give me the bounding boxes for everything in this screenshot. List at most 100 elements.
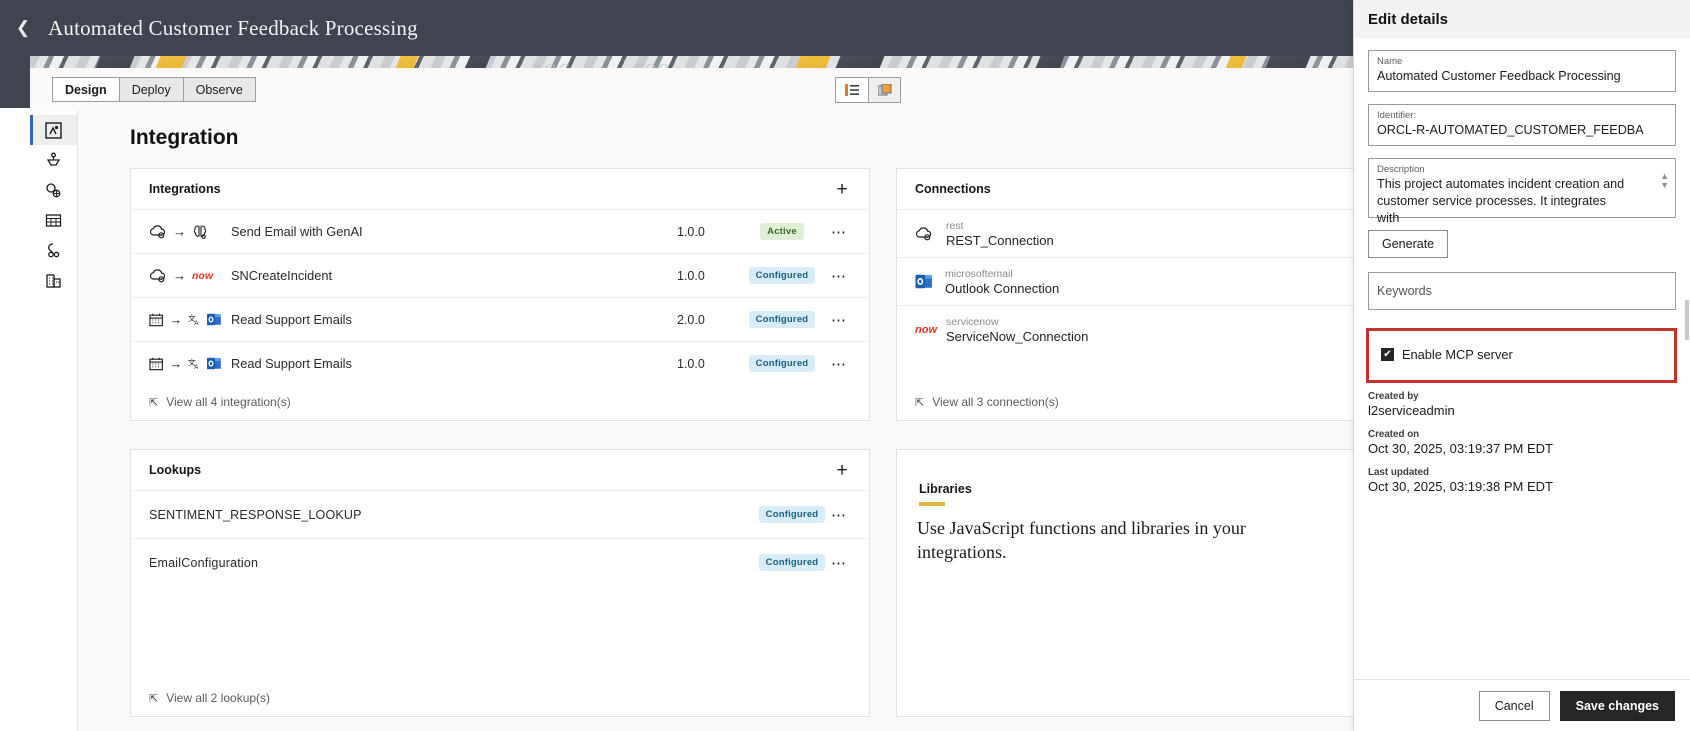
created-by-block: Created by l2serviceadmin xyxy=(1368,391,1676,418)
keywords-field-label: Keywords xyxy=(1377,283,1432,298)
view-all-integrations-link[interactable]: ⇱ View all 4 integration(s) xyxy=(131,385,869,419)
list-item[interactable]: now servicenow ServiceNow_Connection xyxy=(897,305,1635,353)
row-icons: → 文 A xyxy=(149,356,221,371)
sidebar-item-library[interactable] xyxy=(30,235,77,265)
rest-cloud-icon xyxy=(149,225,166,239)
status-badge: Configured xyxy=(758,506,826,523)
connections-card-title: Connections xyxy=(915,182,991,196)
libraries-accent-rule xyxy=(919,502,945,506)
drawer-title: Edit details xyxy=(1368,10,1449,28)
expand-icon: ⇱ xyxy=(149,396,159,409)
tab-observe[interactable]: Observe xyxy=(183,77,256,102)
identifier-field-label: Identifier: xyxy=(1377,110,1417,121)
description-field-label: Description xyxy=(1377,164,1425,175)
connection-type: microsoftemail xyxy=(945,267,1013,280)
name-field[interactable]: Name Automated Customer Feedback Process… xyxy=(1368,50,1676,92)
outlook-icon xyxy=(206,313,221,326)
connection-type: rest xyxy=(946,219,964,232)
generate-button[interactable]: Generate xyxy=(1368,230,1449,258)
view-toggle-group xyxy=(835,77,901,103)
schedule-calendar-icon xyxy=(149,357,163,371)
view-all-connections-link[interactable]: ⇱ View all 3 connection(s) xyxy=(897,385,1635,419)
status-badge: Configured xyxy=(748,267,816,284)
sidebar-item-project[interactable] xyxy=(30,115,77,145)
plus-icon[interactable]: + xyxy=(836,459,848,481)
card-view-icon[interactable] xyxy=(868,78,900,102)
servicenow-now-icon: now xyxy=(192,269,213,282)
last-updated-label: Last updated xyxy=(1368,467,1429,478)
list-view-icon[interactable] xyxy=(836,78,868,102)
kebab-menu-icon[interactable]: ⋯ xyxy=(831,506,847,524)
enable-mcp-server-highlight: ✔ Enable MCP server xyxy=(1366,328,1677,383)
enable-mcp-server-checkbox[interactable]: ✔ xyxy=(1381,348,1394,361)
libraries-card-title: Libraries xyxy=(919,482,972,496)
integrations-card: Integrations + → Se xyxy=(130,168,870,421)
sidebar-item-lookup[interactable] xyxy=(30,205,77,235)
status-badge: Configured xyxy=(758,554,826,571)
save-changes-button[interactable]: Save changes xyxy=(1559,690,1675,721)
plus-icon[interactable]: + xyxy=(836,178,848,200)
schedule-calendar-icon xyxy=(149,313,163,327)
description-field[interactable]: Description This project automates incid… xyxy=(1368,158,1676,225)
connection-name: Outlook Connection xyxy=(945,280,1060,296)
expand-icon: ⇱ xyxy=(915,396,925,409)
lookup-name: EmailConfiguration xyxy=(149,555,259,570)
left-icon-rail xyxy=(30,111,78,731)
table-row[interactable]: EmailConfiguration Configured ⋯ xyxy=(131,538,869,586)
resize-spinner-icon[interactable]: ▲ ▼ xyxy=(1660,171,1669,190)
identifier-field-value: ORCL-R-AUTOMATED_CUSTOMER_FEEDBA xyxy=(1377,123,1644,137)
list-item[interactable]: rest REST_Connection xyxy=(897,209,1635,257)
lookup-name: SENTIMENT_RESPONSE_LOOKUP xyxy=(149,507,362,522)
arrow-right-icon: → xyxy=(169,312,183,327)
status-badge: Configured xyxy=(748,355,816,372)
sidebar-item-agent[interactable] xyxy=(30,265,77,295)
connection-name: ServiceNow_Connection xyxy=(946,328,1089,344)
rest-cloud-icon xyxy=(149,269,166,283)
lookups-card-header: Lookups + xyxy=(131,450,869,490)
keywords-field[interactable]: Keywords xyxy=(1368,272,1676,310)
servicenow-now-icon: now xyxy=(915,323,937,336)
table-row[interactable]: → 文 A Read Support Emails 1.0.0 Co xyxy=(131,341,869,385)
sidebar-item-integration[interactable] xyxy=(30,145,77,175)
status-badge: Configured xyxy=(748,311,816,328)
drawer-body: Name Automated Customer Feedback Process… xyxy=(1354,38,1690,689)
svg-text:A: A xyxy=(194,364,199,371)
cancel-button[interactable]: Cancel xyxy=(1478,690,1550,721)
created-on-label: Created on xyxy=(1368,429,1420,440)
outlook-icon xyxy=(915,274,932,289)
sidebar-item-connection[interactable] xyxy=(30,175,77,205)
expand-icon: ⇱ xyxy=(149,692,159,705)
integration-name: Read Support Emails xyxy=(231,312,352,327)
list-item[interactable]: microsoftemail Outlook Connection xyxy=(897,257,1635,305)
kebab-menu-icon[interactable]: ⋯ xyxy=(831,311,847,329)
table-row[interactable]: SENTIMENT_RESPONSE_LOOKUP Configured ⋯ xyxy=(131,490,869,538)
integration-version: 2.0.0 xyxy=(677,312,705,327)
tab-deploy[interactable]: Deploy xyxy=(119,77,184,102)
svg-text:A: A xyxy=(194,320,199,327)
table-row[interactable]: → now SNCreateIncident 1.0.0 Configured … xyxy=(131,253,869,297)
kebab-menu-icon[interactable]: ⋯ xyxy=(831,223,847,241)
name-field-value: Automated Customer Feedback Processing xyxy=(1377,69,1621,83)
integration-name: Send Email with GenAI xyxy=(231,224,363,239)
table-row[interactable]: → Send Email with GenAI 1.0.0 Active ⋯ xyxy=(131,209,869,253)
status-badge: Active xyxy=(760,223,804,240)
chevron-left-icon[interactable]: ❮ xyxy=(15,18,31,37)
integration-version: 1.0.0 xyxy=(677,356,705,371)
kebab-menu-icon[interactable]: ⋯ xyxy=(831,355,847,373)
translate-icon: 文 A xyxy=(188,313,199,327)
view-all-lookups-link[interactable]: ⇱ View all 2 lookup(s) xyxy=(131,681,869,715)
view-all-label: View all 2 lookup(s) xyxy=(166,691,271,705)
drawer-header: Edit details xyxy=(1354,0,1690,38)
libraries-copy: Use JavaScript functions and libraries i… xyxy=(917,518,1246,563)
edit-details-drawer: Edit details Name Automated Customer Fee… xyxy=(1353,0,1690,731)
kebab-menu-icon[interactable]: ⋯ xyxy=(831,267,847,285)
tab-design[interactable]: Design xyxy=(52,77,120,102)
drawer-scrollbar[interactable] xyxy=(1685,300,1689,340)
kebab-menu-icon[interactable]: ⋯ xyxy=(831,554,847,572)
name-field-label: Name xyxy=(1377,56,1403,67)
svg-text:文: 文 xyxy=(188,357,196,367)
identifier-field[interactable]: Identifier: ORCL-R-AUTOMATED_CUSTOMER_FE… xyxy=(1368,104,1676,146)
table-row[interactable]: → 文 A Read Support Emails 2.0.0 Co xyxy=(131,297,869,341)
created-by-value: l2serviceadmin xyxy=(1368,403,1455,418)
view-all-label: View all 4 integration(s) xyxy=(166,395,291,409)
